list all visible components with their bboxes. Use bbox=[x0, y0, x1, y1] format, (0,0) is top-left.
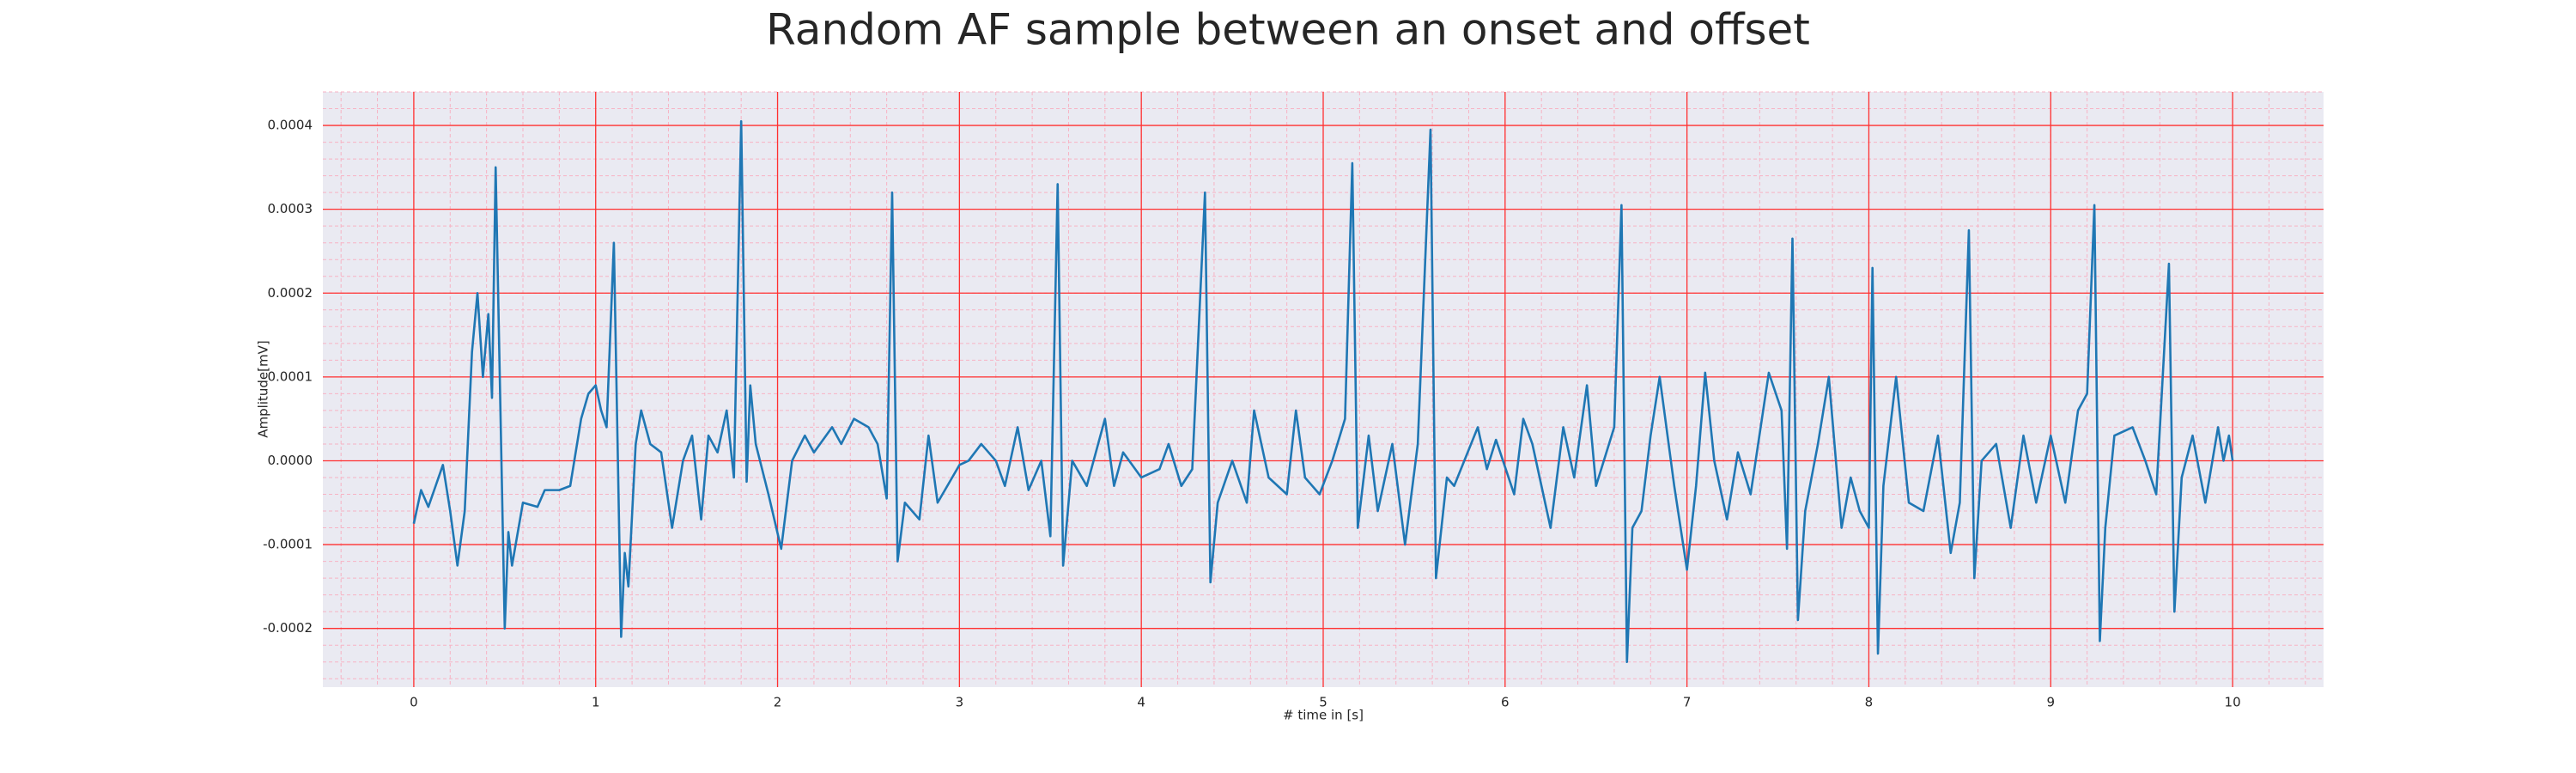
y-tick-label: 0.0001 bbox=[268, 368, 313, 384]
y-tick-label: 0.0004 bbox=[268, 118, 313, 133]
x-tick-label: 2 bbox=[774, 695, 782, 710]
x-tick-label: 7 bbox=[1683, 695, 1692, 710]
grid bbox=[323, 91, 2324, 687]
x-tick-label: 0 bbox=[410, 695, 418, 710]
x-tick-label: 1 bbox=[592, 695, 600, 710]
x-tick-label: 6 bbox=[1501, 695, 1510, 710]
y-tick-label: 0.0000 bbox=[268, 453, 313, 468]
x-tick-label: 5 bbox=[1319, 695, 1327, 710]
signal-line bbox=[412, 119, 2234, 664]
x-tick-label: 4 bbox=[1137, 695, 1145, 710]
x-tick-label: 9 bbox=[2046, 695, 2055, 710]
y-tick-label: -0.0001 bbox=[263, 537, 313, 552]
y-tick-label: 0.0003 bbox=[268, 201, 313, 216]
x-tick-label: 8 bbox=[1865, 695, 1874, 710]
y-tick-label: -0.0002 bbox=[263, 620, 313, 636]
x-tick-label: 3 bbox=[956, 695, 964, 710]
y-axis-label: Amplitude[mV] bbox=[256, 340, 271, 437]
chart-title: Random AF sample between an onset and of… bbox=[766, 5, 1810, 55]
y-tick-label: 0.0002 bbox=[268, 285, 313, 301]
x-tick-label: 10 bbox=[2225, 695, 2241, 710]
series bbox=[412, 119, 2234, 664]
x-axis-label: # time in [s] bbox=[1283, 708, 1364, 723]
